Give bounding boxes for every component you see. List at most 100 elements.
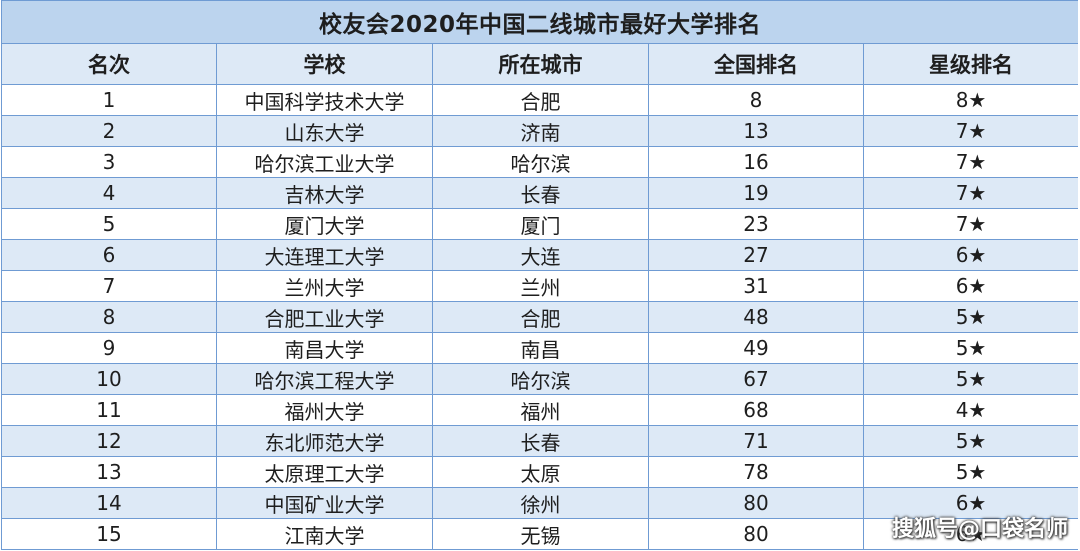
- cell-national-rank: 68: [648, 394, 864, 426]
- cell-star-rank: 6★: [862, 270, 1078, 302]
- cell-rank: 9: [1, 332, 217, 364]
- table-row: 7 兰州大学 兰州 31 6★: [1, 270, 1078, 302]
- cell-national-rank: 48: [648, 301, 864, 333]
- cell-rank: 8: [1, 301, 217, 333]
- column-header-city: 所在城市: [432, 43, 649, 85]
- column-header-school: 学校: [216, 43, 433, 85]
- cell-star-rank: 8★: [862, 84, 1078, 116]
- cell-national-rank: 78: [648, 456, 864, 488]
- table-row: 8 合肥工业大学 合肥 48 5★: [1, 301, 1078, 333]
- cell-city: 合肥: [432, 301, 649, 333]
- cell-star-rank: 6★: [862, 518, 1078, 550]
- cell-school: 太原理工大学: [216, 456, 433, 488]
- cell-national-rank: 8: [648, 84, 864, 116]
- cell-city: 无锡: [432, 518, 649, 550]
- cell-rank: 2: [1, 115, 217, 147]
- cell-city: 哈尔滨: [432, 363, 649, 395]
- cell-national-rank: 31: [648, 270, 864, 302]
- cell-star-rank: 6★: [862, 487, 1078, 519]
- table-row: 14 中国矿业大学 徐州 80 6★: [1, 487, 1078, 519]
- cell-national-rank: 23: [648, 208, 864, 240]
- cell-city: 济南: [432, 115, 649, 147]
- cell-national-rank: 80: [648, 518, 864, 550]
- cell-national-rank: 19: [648, 177, 864, 209]
- column-header-rank: 名次: [1, 43, 217, 85]
- table-row: 10 哈尔滨工程大学 哈尔滨 67 5★: [1, 363, 1078, 395]
- cell-city: 太原: [432, 456, 649, 488]
- cell-school: 合肥工业大学: [216, 301, 433, 333]
- cell-school: 中国科学技术大学: [216, 84, 433, 116]
- cell-rank: 6: [1, 239, 217, 271]
- cell-star-rank: 5★: [862, 456, 1078, 488]
- cell-school: 哈尔滨工程大学: [216, 363, 433, 395]
- cell-school: 东北师范大学: [216, 425, 433, 457]
- cell-national-rank: 16: [648, 146, 864, 178]
- cell-star-rank: 7★: [862, 115, 1078, 147]
- cell-national-rank: 71: [648, 425, 864, 457]
- cell-school: 中国矿业大学: [216, 487, 433, 519]
- cell-star-rank: 6★: [862, 239, 1078, 271]
- cell-rank: 14: [1, 487, 217, 519]
- cell-star-rank: 7★: [862, 208, 1078, 240]
- table-title: 校友会2020年中国二线城市最好大学排名: [1, 0, 1078, 44]
- cell-school: 南昌大学: [216, 332, 433, 364]
- cell-rank: 7: [1, 270, 217, 302]
- cell-star-rank: 4★: [862, 394, 1078, 426]
- cell-rank: 11: [1, 394, 217, 426]
- column-header-star-rank: 星级排名: [862, 43, 1078, 85]
- table-body: 1 中国科学技术大学 合肥 8 8★ 2 山东大学 济南 13 7★ 3 哈尔滨工业大学 哈尔滨 16 7★…: [1, 84, 1078, 550]
- cell-city: 厦门: [432, 208, 649, 240]
- cell-school: 兰州大学: [216, 270, 433, 302]
- column-header-national-rank: 全国排名: [648, 43, 864, 85]
- table-row: 1 中国科学技术大学 合肥 8 8★: [1, 84, 1078, 116]
- cell-city: 大连: [432, 239, 649, 271]
- table-row: 12 东北师范大学 长春 71 5★: [1, 425, 1078, 457]
- cell-school: 哈尔滨工业大学: [216, 146, 433, 178]
- cell-national-rank: 49: [648, 332, 864, 364]
- table-row: 2 山东大学 济南 13 7★: [1, 115, 1078, 147]
- cell-rank: 12: [1, 425, 217, 457]
- cell-star-rank: 7★: [862, 177, 1078, 209]
- cell-city: 长春: [432, 177, 649, 209]
- cell-rank: 4: [1, 177, 217, 209]
- cell-star-rank: 7★: [862, 146, 1078, 178]
- table-row: 9 南昌大学 南昌 49 5★: [1, 332, 1078, 364]
- table-row: 3 哈尔滨工业大学 哈尔滨 16 7★: [1, 146, 1078, 178]
- cell-rank: 3: [1, 146, 217, 178]
- cell-city: 合肥: [432, 84, 649, 116]
- cell-city: 兰州: [432, 270, 649, 302]
- cell-school: 厦门大学: [216, 208, 433, 240]
- cell-school: 福州大学: [216, 394, 433, 426]
- cell-school: 大连理工大学: [216, 239, 433, 271]
- cell-star-rank: 5★: [862, 301, 1078, 333]
- table-row: 15 江南大学 无锡 80 6★: [1, 518, 1078, 550]
- cell-star-rank: 5★: [862, 363, 1078, 395]
- column-header-row: 名次 学校 所在城市 全国排名 星级排名: [1, 43, 1078, 85]
- cell-city: 哈尔滨: [432, 146, 649, 178]
- cell-rank: 10: [1, 363, 217, 395]
- cell-school: 江南大学: [216, 518, 433, 550]
- cell-rank: 13: [1, 456, 217, 488]
- cell-star-rank: 5★: [862, 425, 1078, 457]
- cell-national-rank: 80: [648, 487, 864, 519]
- cell-national-rank: 13: [648, 115, 864, 147]
- cell-national-rank: 67: [648, 363, 864, 395]
- cell-city: 长春: [432, 425, 649, 457]
- cell-city: 福州: [432, 394, 649, 426]
- cell-school: 山东大学: [216, 115, 433, 147]
- cell-city: 徐州: [432, 487, 649, 519]
- cell-rank: 5: [1, 208, 217, 240]
- table-row: 6 大连理工大学 大连 27 6★: [1, 239, 1078, 271]
- cell-star-rank: 5★: [862, 332, 1078, 364]
- cell-rank: 1: [1, 84, 217, 116]
- table-row: 5 厦门大学 厦门 23 7★: [1, 208, 1078, 240]
- table-row: 13 太原理工大学 太原 78 5★: [1, 456, 1078, 488]
- cell-rank: 15: [1, 518, 217, 550]
- cell-city: 南昌: [432, 332, 649, 364]
- cell-school: 吉林大学: [216, 177, 433, 209]
- table-row: 4 吉林大学 长春 19 7★: [1, 177, 1078, 209]
- cell-national-rank: 27: [648, 239, 864, 271]
- table-row: 11 福州大学 福州 68 4★: [1, 394, 1078, 426]
